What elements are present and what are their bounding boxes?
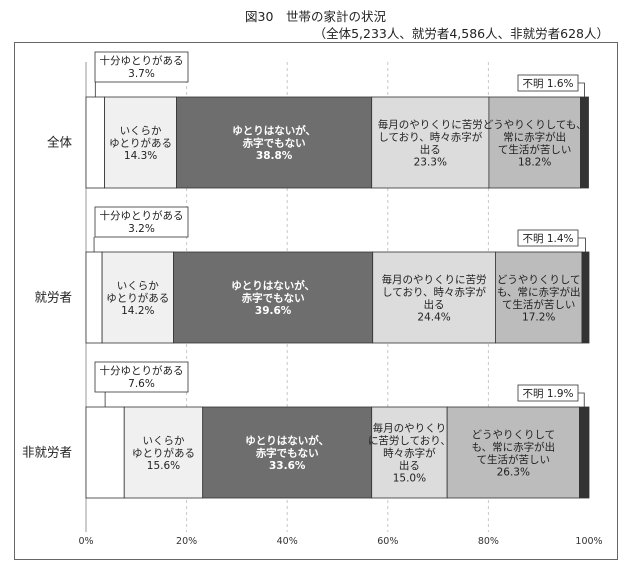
segment-label: も、常に赤字が出	[497, 285, 581, 298]
bar-segment	[202, 406, 373, 499]
callout-unknown-label: 不明 1.6%	[522, 78, 573, 90]
segment-label: 赤字でもない	[256, 447, 319, 460]
bar-segment	[581, 251, 590, 344]
bar-segment	[123, 406, 204, 499]
segment-label: ゆとりがある	[132, 447, 195, 460]
segment-label: いくらか	[142, 435, 184, 447]
segment-label: 23.3%	[414, 156, 447, 168]
segment-label: 毎月のやりくりに苦労	[382, 273, 487, 286]
segment-label: ゆとりはないが、	[245, 434, 329, 447]
segment-label: いくらか	[120, 125, 162, 137]
callout-leader	[578, 392, 585, 407]
callout-label: 十分ゆとりがある	[100, 54, 184, 67]
chart-frame	[14, 42, 618, 560]
segment-label: 毎月のやりくり	[373, 422, 447, 435]
segment-label: 26.3%	[497, 466, 530, 478]
segment-label: も、常に赤字が出	[471, 440, 555, 453]
callout-leader	[578, 237, 586, 252]
bar-segment	[495, 251, 583, 344]
bar-segment	[371, 406, 448, 499]
x-tick-label: 80%	[478, 536, 499, 547]
bar-segment	[85, 251, 103, 344]
segment-label: 18.2%	[518, 156, 551, 168]
segment-label: 赤字でもない	[243, 137, 306, 150]
bar-segment	[104, 96, 177, 189]
segment-label: 出る	[424, 298, 445, 311]
segment-label: 17.2%	[522, 311, 555, 323]
bar-segment	[446, 406, 580, 499]
callout-label: 十分ゆとりがある	[100, 364, 184, 377]
category-label: 全体	[47, 135, 73, 150]
x-tick-label: 60%	[377, 536, 398, 547]
bar-segment	[580, 96, 589, 189]
segment-label: 24.4%	[417, 311, 450, 323]
segment-label: 時々赤字が	[383, 447, 436, 460]
segment-label: ゆとりがある	[109, 137, 172, 150]
callout-leader	[578, 82, 585, 97]
segment-label: て生活が苦しい	[498, 143, 572, 156]
segment-label: 15.0%	[393, 473, 426, 485]
segment-label: 38.8%	[256, 150, 293, 162]
segment-label: いくらか	[117, 280, 159, 292]
bar-segment	[579, 406, 590, 499]
segment-label: しており、時々赤字が	[382, 285, 486, 298]
segment-label: 出る	[420, 143, 441, 156]
segment-label: 出る	[399, 459, 420, 472]
segment-label: 15.6%	[147, 460, 180, 472]
callout-box	[94, 206, 189, 238]
segment-label: ゆとりはないが、	[232, 124, 316, 137]
segment-label: ゆとりはないが、	[231, 279, 315, 292]
bar-segment	[85, 406, 125, 499]
callout-unknown-label: 不明 1.9%	[522, 388, 573, 400]
x-tick-label: 40%	[277, 536, 298, 547]
segment-label: どうやりくりして	[471, 429, 555, 441]
segment-label: て生活が苦しい	[502, 298, 576, 311]
category-label: 就労者	[34, 290, 72, 305]
bar-segment	[173, 251, 374, 344]
segment-label: 33.6%	[269, 460, 306, 472]
callout-value: 7.6%	[128, 378, 155, 390]
segment-label: しており、時々赤字が	[378, 130, 482, 143]
segment-label: 14.3%	[124, 150, 157, 162]
bar-segment	[85, 96, 106, 189]
segment-label: に苦労しており、	[368, 434, 451, 447]
bar-segment	[488, 96, 581, 189]
bar-segment	[372, 251, 496, 344]
x-tick-label: 20%	[176, 536, 197, 547]
callout-box	[94, 51, 189, 83]
segment-label: 常に赤字が出	[503, 130, 566, 143]
segment-label: どうやりくりしても、	[483, 119, 587, 131]
segment-label: て生活が苦しい	[477, 453, 551, 466]
segment-label: 39.6%	[255, 305, 292, 317]
callout-unknown-label: 不明 1.4%	[522, 233, 573, 245]
x-tick-label: 0%	[78, 536, 93, 547]
segment-label: 毎月のやりくりに苦労	[378, 118, 483, 131]
callout-label: 十分ゆとりがある	[100, 209, 184, 222]
segment-label: どうやりくりして	[497, 274, 581, 286]
chart-subtitle: （全体5,233人、就労者4,586人、非就労者628人）	[313, 26, 609, 41]
callout-value: 3.2%	[128, 223, 155, 235]
chart-title: 図30 世帯の家計の状況	[245, 9, 386, 24]
callout-value: 3.7%	[128, 68, 155, 80]
segment-label: 14.2%	[121, 305, 154, 317]
callout-box	[94, 361, 189, 393]
category-label: 非就労者	[22, 445, 72, 460]
x-tick-label: 100%	[575, 536, 602, 547]
segment-label: 赤字でもない	[242, 292, 305, 305]
segment-label: ゆとりがある	[106, 292, 169, 305]
